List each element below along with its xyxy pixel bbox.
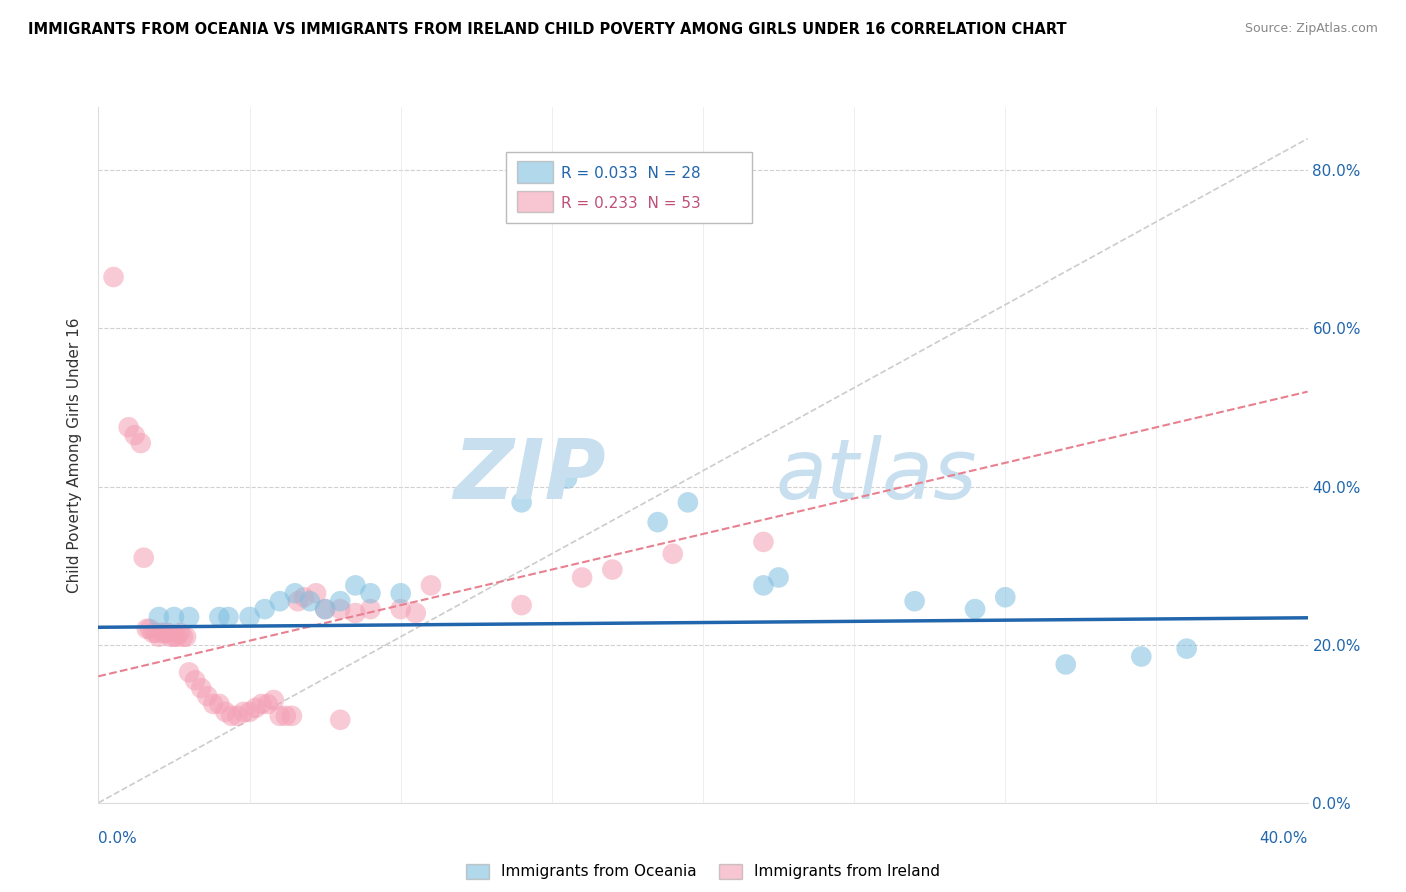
Point [329,602,352,616]
Point [190,681,212,695]
Y-axis label: Child Poverty Among Girls Under 16: Child Poverty Among Girls Under 16 [67,318,83,592]
Point [768,570,790,584]
Point [169,625,191,640]
Point [269,594,291,608]
Point [676,495,699,509]
Point [299,594,322,608]
Point [103,270,125,285]
Point [226,708,249,723]
Point [208,610,231,624]
Point [344,606,367,620]
Point [124,428,146,442]
Point [179,665,201,680]
Point [1130,649,1153,664]
Point [245,701,267,715]
Point [166,630,188,644]
Point [389,586,412,600]
Point [163,610,186,624]
Point [329,594,352,608]
Point [360,586,382,600]
Point [269,708,291,723]
Point [305,586,328,600]
Point [160,630,183,644]
Point [250,697,273,711]
Point [344,578,367,592]
Point [195,689,218,703]
Point [145,625,167,640]
Point [139,622,162,636]
Point [163,630,186,644]
Point [208,697,231,711]
Point [904,594,927,608]
Point [647,515,669,529]
Point [156,625,179,640]
Point [135,622,157,636]
Point [287,594,309,608]
Point [1054,657,1077,672]
Point [602,563,624,577]
Point [329,713,352,727]
Point [281,708,304,723]
Point [174,630,197,644]
Point [239,705,262,719]
Point [214,705,236,719]
Legend: Immigrants from Oceania, Immigrants from Ireland: Immigrants from Oceania, Immigrants from… [460,857,946,886]
Point [571,570,593,584]
Text: R = 0.233  N = 53: R = 0.233 N = 53 [561,196,700,211]
Point [217,610,239,624]
Text: ZIP: ZIP [454,435,606,516]
Point [150,625,173,640]
Point [232,705,254,719]
Point [132,550,155,565]
Point [129,436,152,450]
Point [1175,641,1198,656]
Point [263,693,285,707]
Point [752,534,775,549]
Point [274,708,297,723]
Point [179,610,201,624]
Point [148,610,170,624]
Point [314,602,336,616]
Point [314,602,336,616]
Text: 0.0%: 0.0% [98,831,138,846]
Text: Source: ZipAtlas.com: Source: ZipAtlas.com [1244,22,1378,36]
Point [292,591,315,605]
Point [405,606,427,620]
Point [221,708,243,723]
Point [994,591,1017,605]
Point [153,625,176,640]
Point [184,673,207,688]
Text: atlas: atlas [776,435,977,516]
Point [420,578,443,592]
Point [389,602,412,616]
Text: IMMIGRANTS FROM OCEANIA VS IMMIGRANTS FROM IRELAND CHILD POVERTY AMONG GIRLS UND: IMMIGRANTS FROM OCEANIA VS IMMIGRANTS FR… [28,22,1067,37]
Point [510,495,533,509]
Point [148,630,170,644]
Text: R = 0.033  N = 28: R = 0.033 N = 28 [561,167,700,181]
Point [752,578,775,592]
Point [253,602,276,616]
Point [118,420,141,434]
Point [965,602,987,616]
Point [172,630,194,644]
Point [510,598,533,612]
Point [555,472,578,486]
Point [360,602,382,616]
Point [662,547,685,561]
Point [284,586,307,600]
Point [142,625,165,640]
Text: 40.0%: 40.0% [1260,831,1308,846]
Point [239,610,262,624]
Point [202,697,225,711]
Point [256,697,278,711]
